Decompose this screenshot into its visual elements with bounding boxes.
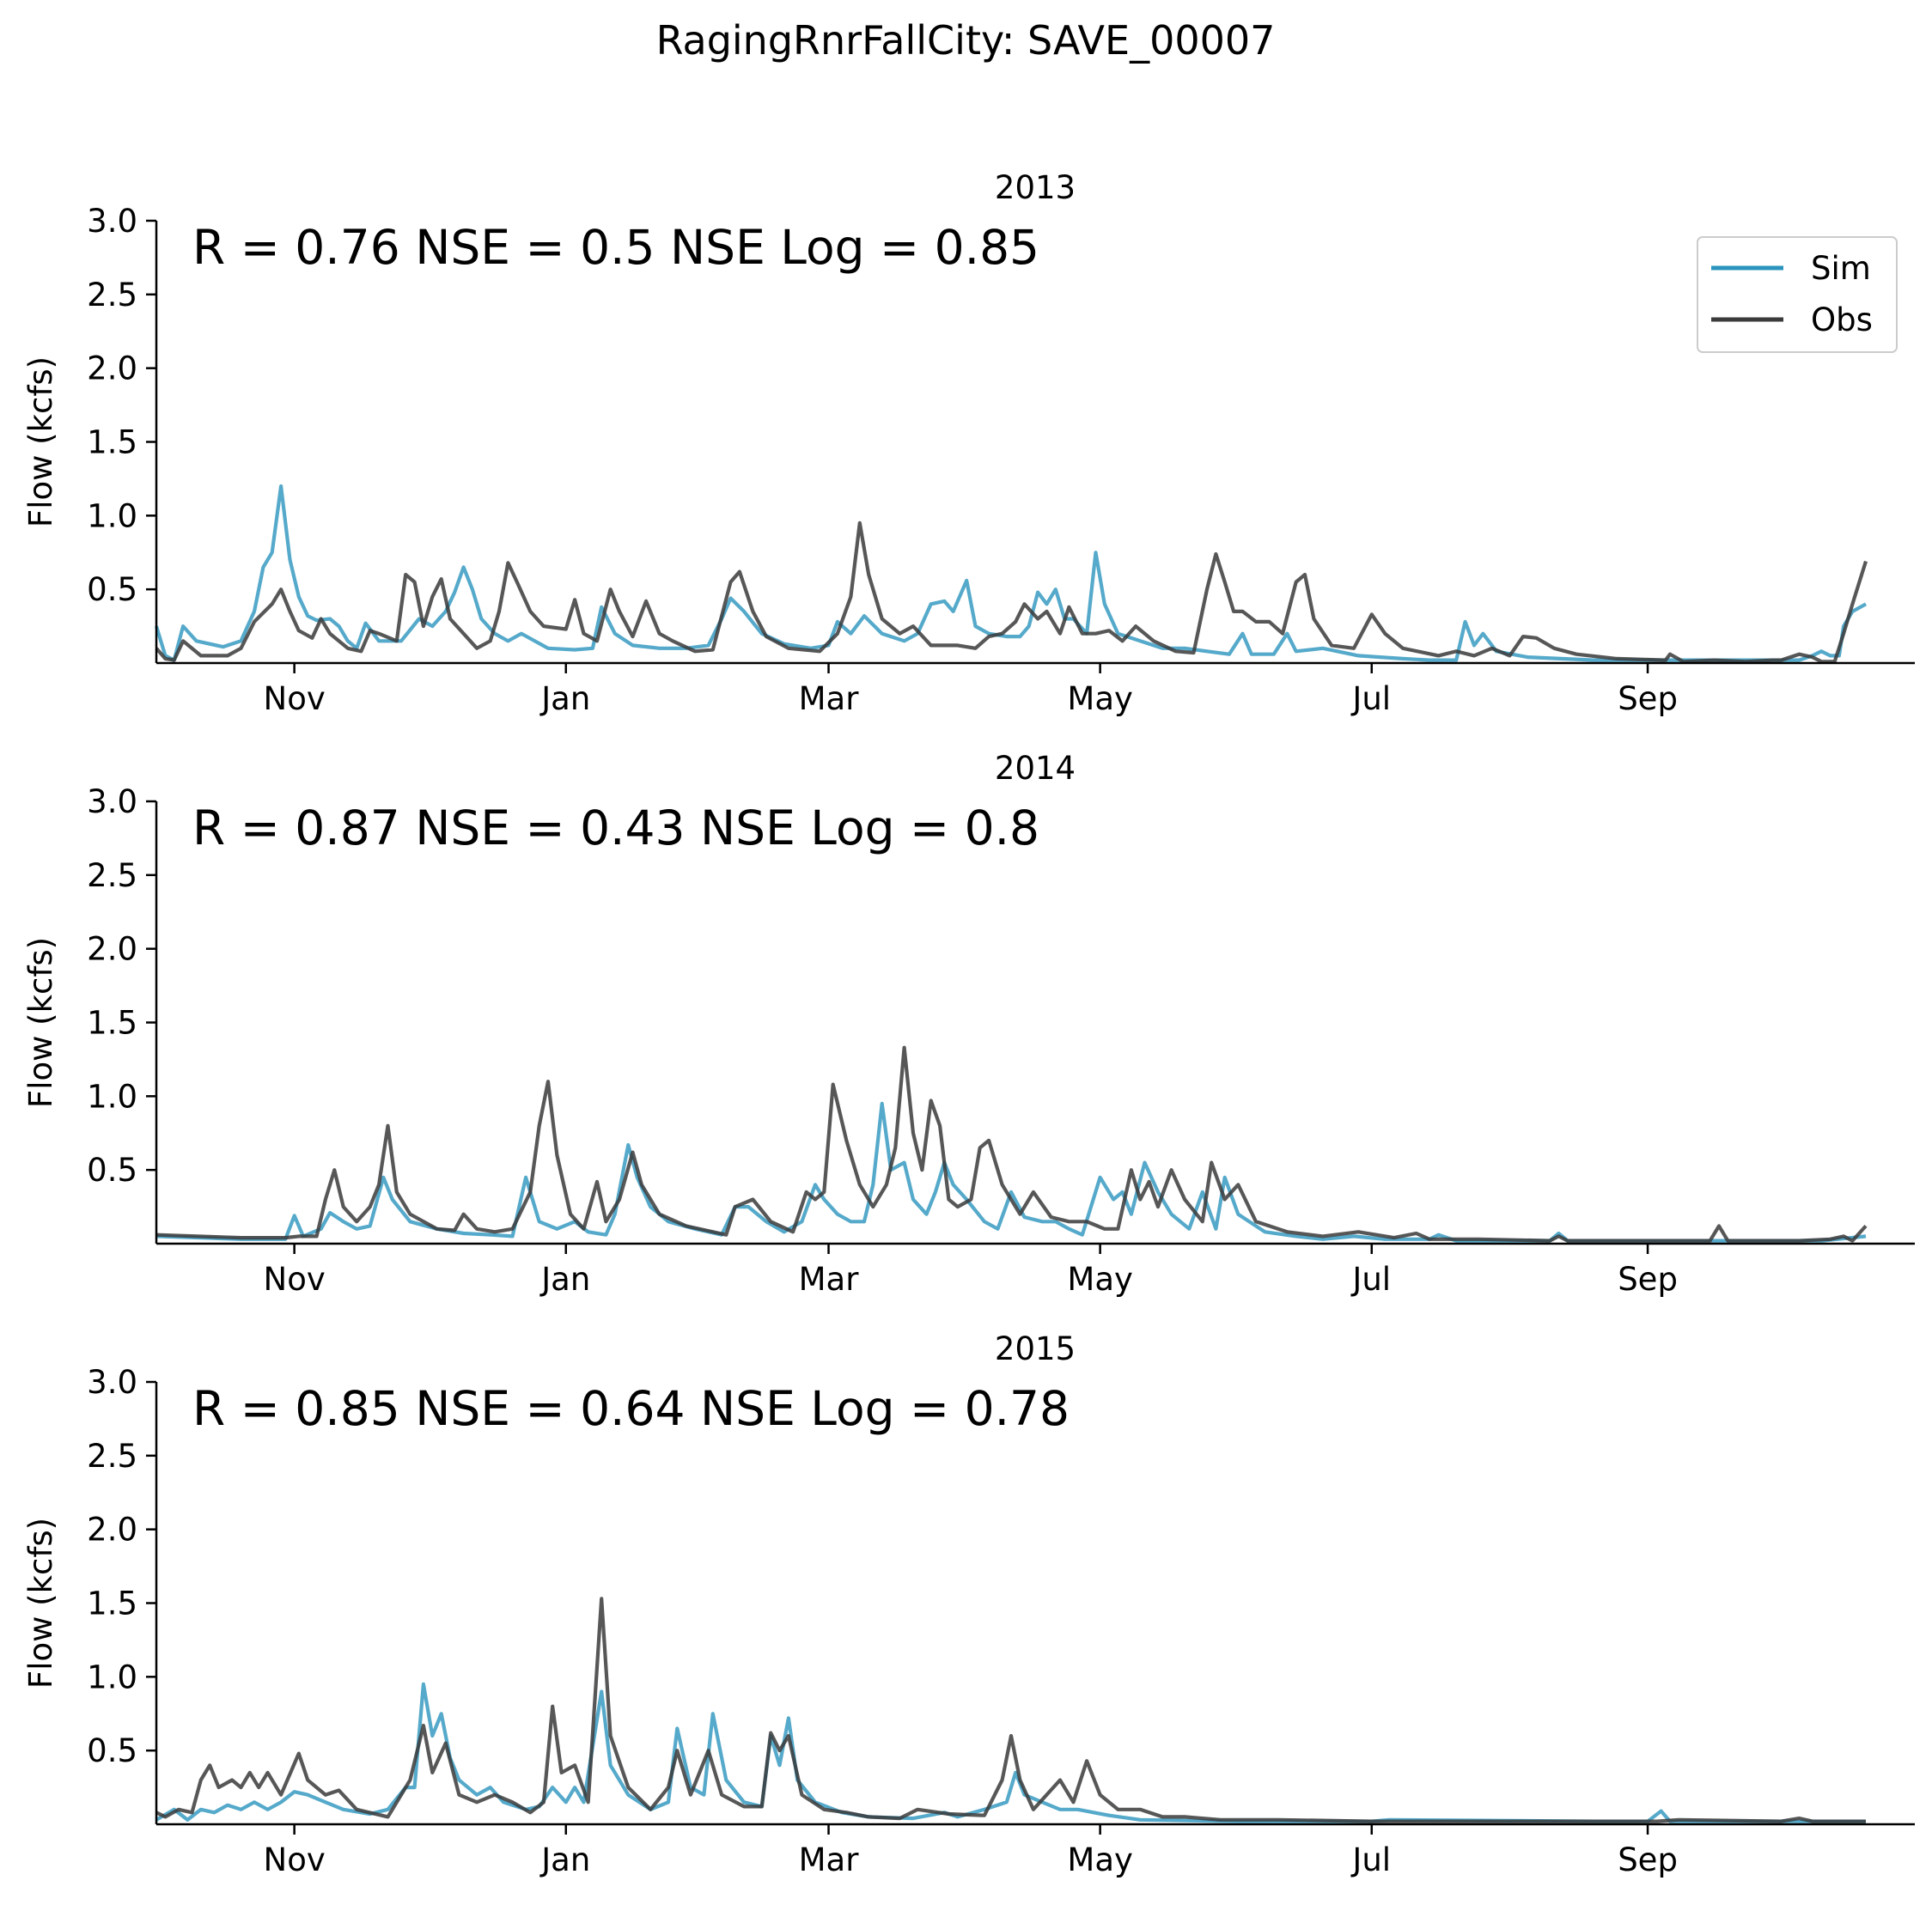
x-tick-label: Sep: [1618, 1841, 1678, 1878]
y-tick-label: 1.5: [87, 424, 137, 461]
panel-title: 2013: [995, 169, 1076, 206]
y-tick-label: 1.0: [87, 1659, 137, 1695]
y-tick-label: 3.0: [87, 1364, 137, 1401]
panel-2013: 2013 0.5 1.0 1.5 2.0 2.5 3.0 Nov Jan Mar May Jul Sep…: [22, 169, 1915, 717]
panel-2014: 2014 0.5 1.0 1.5 2.0 2.5 3.0 Nov Jan Mar May Jul Sep…: [22, 750, 1915, 1298]
y-tick-label: 2.0: [87, 350, 137, 387]
figure-title: RagingRnrFallCity: SAVE_00007: [656, 17, 1276, 64]
x-tick-label: Sep: [1618, 680, 1678, 717]
x-tick-label: Nov: [264, 1841, 326, 1878]
x-tick-label: Mar: [799, 680, 860, 717]
x-tick-label: Mar: [799, 1261, 860, 1298]
y-tick-label: 2.0: [87, 1512, 137, 1549]
y-tick-label: 3.0: [87, 783, 137, 820]
y-tick-label: 2.5: [87, 1438, 137, 1475]
panel-title: 2015: [995, 1330, 1076, 1367]
y-tick-label: 2.5: [87, 857, 137, 894]
y-tick-label: 0.5: [87, 1732, 137, 1769]
y-tick-label: 1.5: [87, 1585, 137, 1622]
legend-label-obs: Obs: [1811, 301, 1873, 338]
series-line-sim: [155, 1682, 1866, 1823]
panel-2015: 2015 0.5 1.0 1.5 2.0 2.5 3.0 Nov Jan Mar May Jul Sep…: [22, 1330, 1915, 1878]
series-line-sim: [154, 484, 1868, 662]
y-axis-label: Flow (kcfs): [22, 356, 59, 527]
y-tick-label: 1.0: [87, 1078, 137, 1115]
stats-annotation: R = 0.87 NSE = 0.43 NSE Log = 0.8: [192, 800, 1039, 855]
legend-label-sim: Sim: [1811, 250, 1871, 287]
series-line-obs: [155, 520, 1868, 664]
x-tick-label: Jul: [1350, 1261, 1391, 1298]
x-tick-label: Jul: [1350, 1841, 1391, 1878]
x-tick-label: Jan: [539, 1261, 590, 1298]
x-tick-label: Jan: [539, 680, 590, 717]
x-tick-label: May: [1067, 1841, 1133, 1878]
series-line-obs: [155, 1045, 1868, 1243]
x-tick-label: Jan: [539, 1841, 590, 1878]
y-axis-label: Flow (kcfs): [22, 937, 59, 1108]
x-tick-label: Nov: [264, 1261, 326, 1298]
series-line-sim: [155, 1101, 1867, 1243]
y-tick-label: 1.5: [87, 1005, 137, 1042]
y-tick-label: 2.0: [87, 931, 137, 968]
x-tick-label: Sep: [1618, 1261, 1678, 1298]
x-tick-label: Nov: [264, 680, 326, 717]
y-axis-label: Flow (kcfs): [22, 1518, 59, 1689]
legend: Sim Obs: [1697, 236, 1898, 353]
panel-title: 2014: [995, 750, 1076, 787]
stats-annotation: R = 0.76 NSE = 0.5 NSE Log = 0.85: [192, 220, 1039, 275]
y-tick-label: 1.0: [87, 497, 137, 534]
x-tick-label: May: [1067, 680, 1133, 717]
y-tick-label: 3.0: [87, 203, 137, 240]
y-tick-label: 2.5: [87, 277, 137, 313]
series-line-obs: [155, 1597, 1866, 1823]
x-tick-label: Jul: [1350, 680, 1391, 717]
x-tick-label: May: [1067, 1261, 1133, 1298]
stats-annotation: R = 0.85 NSE = 0.64 NSE Log = 0.78: [192, 1381, 1070, 1436]
x-tick-label: Mar: [799, 1841, 860, 1878]
y-tick-label: 0.5: [87, 571, 137, 608]
y-tick-label: 0.5: [87, 1152, 137, 1189]
